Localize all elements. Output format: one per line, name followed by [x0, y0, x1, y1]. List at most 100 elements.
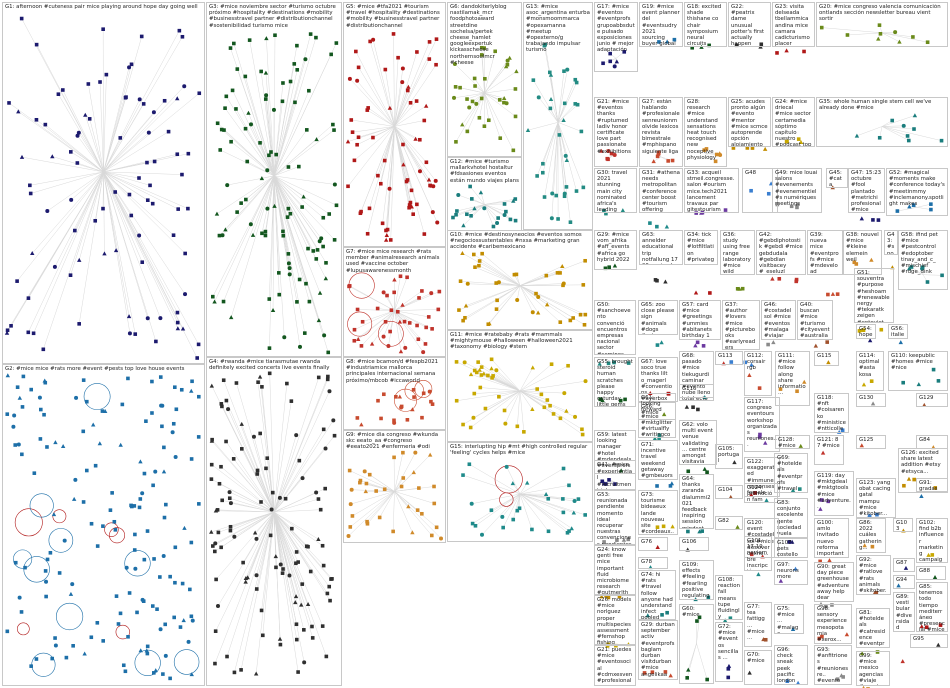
node-g21	[612, 153, 617, 158]
node-g8	[359, 422, 364, 427]
edge-g4	[247, 511, 275, 578]
self-loop	[83, 383, 111, 410]
node-g3	[223, 227, 228, 232]
edge-g15	[519, 493, 570, 532]
node-g3	[239, 201, 243, 205]
node-g11	[491, 374, 495, 378]
node-g37	[743, 360, 748, 365]
node-g13	[548, 106, 553, 111]
node-g2	[150, 411, 154, 415]
node-g4	[283, 496, 288, 501]
edge-g4	[230, 511, 275, 527]
node-g88	[932, 574, 938, 579]
node-g51	[857, 329, 862, 333]
self-loop	[347, 311, 373, 337]
node-g13	[536, 95, 541, 100]
edge-g7	[362, 310, 395, 323]
node-g6	[454, 140, 458, 144]
group-box-g126: G126: excited share latest addition #ets…	[898, 448, 948, 493]
node-g2	[70, 582, 75, 587]
node-g2	[145, 644, 150, 649]
node-g46	[766, 342, 770, 347]
node-g4	[318, 507, 323, 512]
node-g117	[758, 432, 762, 437]
group-box-g10: G10: #mice #destinosyneocios #eventos so…	[447, 230, 593, 330]
node-g60	[705, 677, 709, 682]
node-g5	[387, 105, 393, 110]
edge-g9	[348, 491, 395, 537]
node-g2	[150, 379, 154, 384]
node-g3	[297, 277, 302, 282]
group-box-g18: G18: excited shade thishane co chair sym…	[684, 2, 727, 47]
node-g10	[583, 312, 588, 317]
node-g13	[531, 78, 536, 82]
node-g10	[530, 310, 535, 315]
edge-g3	[273, 37, 317, 176]
node-g29b	[663, 670, 668, 674]
node-g2	[129, 503, 133, 508]
group-caption: G66: #mice	[641, 404, 659, 417]
node-g1	[4, 330, 10, 335]
node-g3	[295, 43, 299, 48]
edge-g6	[484, 93, 490, 121]
node-g118	[840, 428, 845, 433]
node-g35	[877, 135, 882, 140]
node-g23	[784, 48, 789, 53]
node-g5	[347, 76, 352, 81]
node-g2	[97, 441, 103, 446]
edge-g4	[233, 458, 275, 513]
group-caption: G82	[718, 518, 730, 524]
node-g2	[155, 607, 159, 611]
node-g2	[71, 496, 77, 501]
node-g29	[612, 263, 618, 268]
edge-g7	[394, 310, 429, 318]
node-g60	[685, 676, 689, 680]
node-g3	[286, 252, 291, 256]
node-g12	[513, 218, 518, 223]
group-caption: G54: hope	[859, 326, 873, 339]
edge-g3	[224, 108, 275, 177]
node-g49	[789, 204, 794, 209]
node-g123	[867, 514, 872, 518]
node-g3	[248, 122, 253, 127]
group-box-g103: G103	[893, 518, 913, 532]
node-g4	[258, 431, 262, 436]
group-caption: G13: #mice asoc_argentina enturba #monsm…	[526, 4, 590, 54]
group-caption: G94	[896, 577, 908, 583]
node-g4	[302, 628, 306, 632]
node-g11	[472, 368, 477, 373]
node-g2	[189, 457, 194, 461]
node-g6	[513, 87, 518, 91]
group-caption: G102: find b2b influencer marketing camp…	[919, 520, 944, 563]
node-g61	[657, 433, 662, 437]
node-g3	[324, 261, 328, 265]
node-g100	[827, 558, 832, 563]
edge-g3	[273, 175, 335, 185]
node-g92	[874, 590, 879, 595]
edge-g3	[267, 175, 275, 209]
edge-g12	[484, 204, 506, 212]
edge-g11	[519, 364, 552, 392]
node-g2	[181, 618, 186, 623]
edge-g11	[519, 390, 542, 395]
group-box-g21: G21: #mice #eventos thanks #ruptumed lad…	[594, 97, 638, 167]
group-box-g29b: G29: durban september activ #eventprofs …	[638, 620, 678, 680]
node-g1	[5, 328, 10, 333]
node-g11	[530, 406, 535, 411]
node-g4	[232, 670, 237, 675]
node-g11	[478, 385, 483, 390]
edge-g1	[77, 135, 104, 173]
node-g4	[294, 561, 298, 566]
node-g1	[76, 130, 81, 135]
node-g2	[120, 402, 125, 407]
node-g117	[763, 440, 768, 445]
node-g3	[308, 32, 313, 36]
edge-g3	[221, 129, 275, 177]
edge-g5	[382, 126, 395, 224]
node-g2	[172, 615, 176, 620]
node-g5	[409, 188, 414, 193]
group-caption: G26: models #mice norlguez proper multis…	[597, 597, 632, 645]
node-g4	[293, 594, 299, 599]
node-g1	[101, 206, 105, 211]
node-g2	[53, 440, 58, 445]
